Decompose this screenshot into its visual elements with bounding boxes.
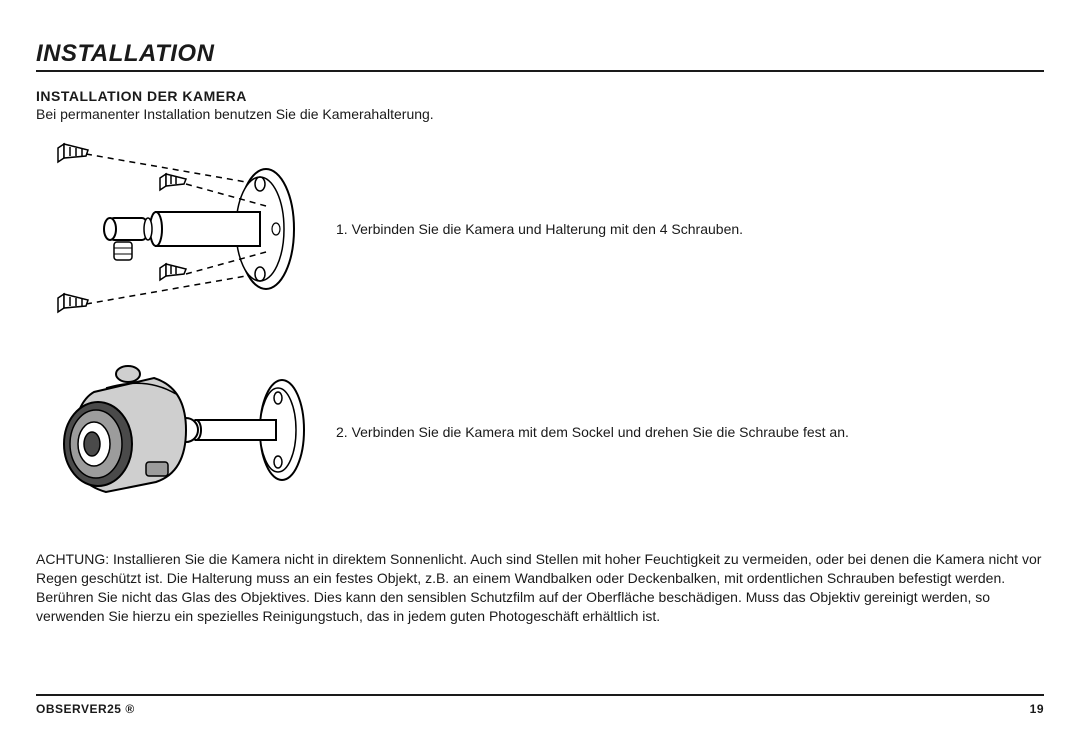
section-rule (36, 70, 1044, 72)
manual-page: INSTALLATION INSTALLATION DER KAMERA Bei… (0, 0, 1080, 736)
figure-camera-mounted (36, 332, 316, 532)
step-2-row: 2. Verbinden Sie die Kamera mit dem Sock… (36, 332, 1044, 532)
bracket-assembly-illustration-icon (36, 134, 316, 324)
step-2-text: 2. Verbinden Sie die Kamera mit dem Sock… (336, 424, 1044, 440)
caution-text: ACHTUNG: Installieren Sie die Kamera nic… (36, 550, 1044, 626)
subheading: INSTALLATION DER KAMERA (36, 88, 1044, 104)
figure-bracket-assembly (36, 134, 316, 324)
section-title: INSTALLATION (36, 40, 1044, 68)
footer-product: OBSERVER25 ® (36, 702, 135, 716)
camera-mounted-illustration-icon (36, 332, 316, 532)
intro-text: Bei permanenter Installation benutzen Si… (36, 106, 1044, 122)
step-1-row: 1. Verbinden Sie die Kamera und Halterun… (36, 134, 1044, 324)
step-1-text: 1. Verbinden Sie die Kamera und Halterun… (336, 221, 1044, 237)
footer-rule (36, 694, 1044, 696)
page-footer: OBSERVER25 ® 19 (36, 694, 1044, 716)
footer-page-number: 19 (1030, 702, 1044, 716)
